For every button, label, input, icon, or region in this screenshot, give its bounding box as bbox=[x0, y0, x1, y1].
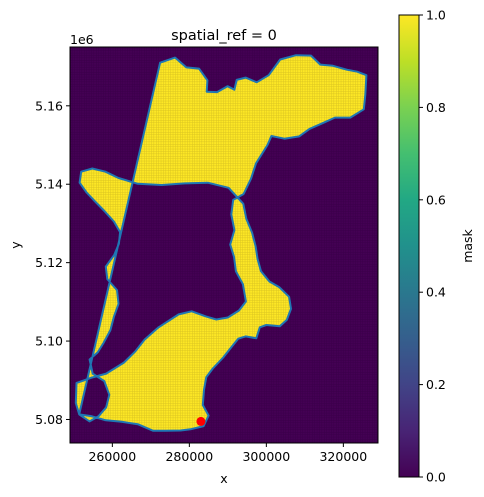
colorbar-ticks: 0.0 0.2 0.4 0.6 0.8 1.0 bbox=[419, 8, 446, 485]
y-tick-label: 5.14 bbox=[35, 177, 63, 192]
x-tick-label: 260000 bbox=[88, 449, 136, 464]
point-marker bbox=[196, 416, 206, 426]
y-tick-label: 5.08 bbox=[35, 412, 63, 427]
colorbar-gradient bbox=[398, 14, 420, 478]
colorbar-tick-label: 0.0 bbox=[426, 470, 446, 485]
colorbar-tick-label: 0.2 bbox=[426, 377, 446, 392]
colorbar-tick-label: 0.4 bbox=[426, 285, 446, 300]
x-axis: 260000 280000 300000 320000 bbox=[88, 443, 367, 464]
y-tick-label: 5.12 bbox=[35, 255, 63, 270]
x-axis-label: x bbox=[220, 471, 227, 486]
x-tick-label: 280000 bbox=[165, 449, 213, 464]
x-tick-label: 300000 bbox=[242, 449, 290, 464]
y-tick-label: 5.16 bbox=[35, 98, 63, 113]
y-offset-label: 1e6 bbox=[70, 32, 94, 47]
colorbar-tick-label: 0.8 bbox=[426, 100, 446, 115]
colorbar-tick-label: 0.6 bbox=[426, 192, 446, 207]
y-tick-label: 5.10 bbox=[35, 334, 63, 349]
colorbar-label: mask bbox=[460, 228, 475, 262]
plot-frame bbox=[69, 46, 379, 444]
x-tick-label: 320000 bbox=[319, 449, 367, 464]
y-axis-label: y bbox=[8, 241, 23, 249]
colorbar: 0.0 0.2 0.4 0.6 0.8 1.0 mask bbox=[398, 8, 475, 485]
boundary-line bbox=[74, 54, 368, 432]
plot-area bbox=[69, 46, 379, 444]
colorbar-tick-label: 1.0 bbox=[426, 8, 446, 23]
chart-title: spatial_ref = 0 bbox=[171, 28, 277, 44]
y-axis: 5.08 5.10 5.12 5.14 5.16 bbox=[35, 98, 70, 427]
